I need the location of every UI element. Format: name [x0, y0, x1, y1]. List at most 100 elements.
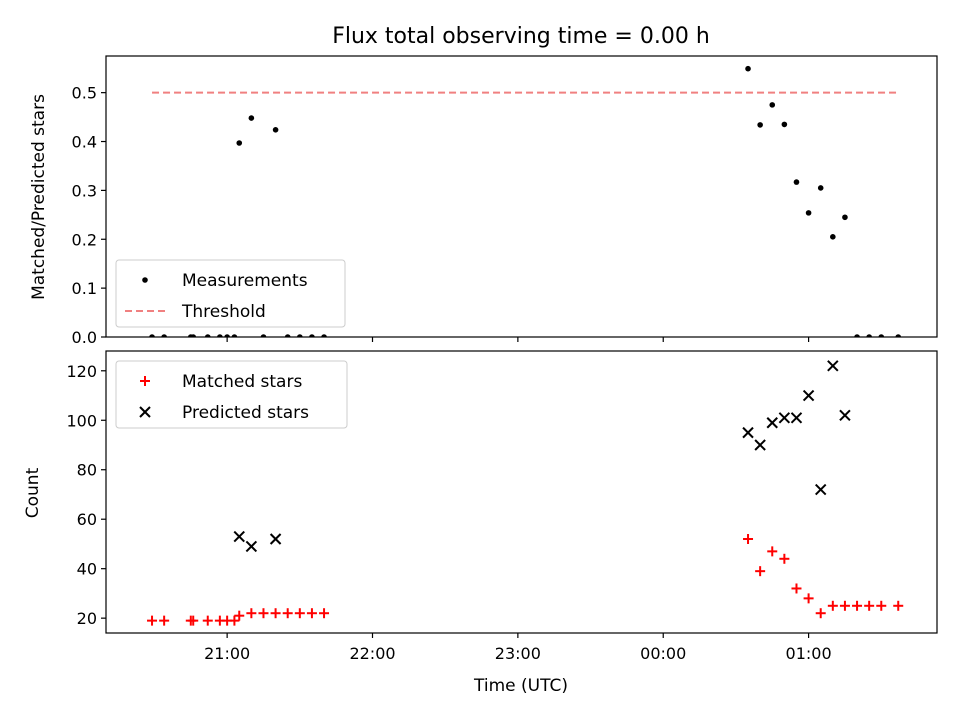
predicted-stars-point: [269, 533, 282, 545]
matched-stars-point: [234, 610, 245, 621]
matched-stars-point: [270, 608, 281, 619]
measurement-point: [817, 185, 824, 191]
bottom-legend: Matched stars Predicted stars: [115, 360, 348, 429]
predicted-stars-point: [827, 360, 839, 372]
matched-stars-point: [779, 553, 790, 564]
measurement-point: [204, 334, 211, 337]
y-tick-label: 0.2: [72, 230, 97, 249]
predicted-stars-point: [233, 530, 245, 543]
measurement-point: [260, 334, 267, 337]
y-tick-label: 20: [77, 609, 97, 628]
matched-stars-point: [258, 608, 269, 619]
measurement-point: [321, 334, 327, 337]
predicted-stars-point: [790, 412, 803, 424]
x-tick-label: 00:00: [640, 644, 686, 663]
top-y-axis-label: Matched/Predicted stars: [29, 94, 49, 300]
measurement-point: [248, 115, 255, 121]
predicted-stars-point: [742, 426, 754, 439]
plot-area: [147, 360, 904, 626]
series-1: [233, 360, 851, 553]
legend-label: Measurements: [182, 271, 308, 291]
matched-stars-point: [159, 615, 170, 626]
legend-marker: [140, 376, 150, 386]
measurement-point: [217, 334, 223, 337]
x-tick-label: 22:00: [349, 644, 395, 663]
matched-stars-point: [791, 583, 802, 594]
bottom-y-axis-label: Count: [23, 467, 43, 518]
measurement-point: [745, 65, 751, 72]
matched-stars-point: [864, 600, 875, 611]
measurement-point: [272, 126, 279, 133]
matched-stars-point: [282, 608, 293, 619]
bottom-axes: 20 40 60 80 100 120 21:00 22:00 23:00 00:00 01:00: [66, 350, 938, 663]
legend-label: Matched stars: [182, 372, 302, 392]
x-tick-label: 21:00: [204, 644, 250, 663]
measurement-point: [224, 334, 230, 337]
predicted-stars-point: [754, 439, 766, 451]
y-tick-label: 80: [77, 461, 97, 480]
measurement-point: [769, 102, 776, 108]
y-tick-label: 120: [66, 362, 97, 381]
predicted-stars-point: [778, 412, 791, 424]
matched-stars-point: [876, 600, 887, 611]
measurement-point: [190, 334, 197, 337]
matched-stars-point: [755, 566, 766, 577]
measurement-point: [309, 334, 315, 337]
axes-frame: [105, 350, 938, 634]
matched-stars-point: [222, 615, 233, 626]
matched-stars-point: [188, 615, 199, 626]
y-tick-label: 60: [77, 510, 97, 529]
y-tick-label: 0.0: [72, 328, 97, 347]
predicted-stars-point: [245, 540, 258, 553]
x-axis-label: Time (UTC): [473, 676, 568, 696]
measurement-point: [781, 121, 788, 128]
measurement-point: [757, 122, 763, 128]
measurement-point: [793, 179, 800, 185]
matched-stars-point: [743, 534, 754, 544]
measurement-point: [805, 210, 812, 216]
measurement-point: [878, 334, 885, 337]
y-tick-label: 40: [77, 560, 97, 579]
y-tick-label: 0.3: [72, 181, 97, 200]
legend-frame: [115, 360, 348, 429]
matched-stars-point: [294, 608, 305, 619]
matched-stars-point: [839, 600, 850, 611]
series-0: [147, 534, 904, 626]
legend-frame: [115, 259, 346, 328]
measurement-point: [284, 334, 291, 337]
matched-stars-point: [202, 615, 213, 626]
axes-frame: [105, 55, 938, 338]
matched-stars-point: [306, 608, 317, 619]
measurement-point: [895, 334, 902, 337]
matched-stars-point: [803, 593, 814, 604]
measurement-point: [830, 234, 836, 240]
predicted-stars-point: [815, 483, 827, 496]
matched-stars-point: [815, 608, 826, 619]
y-tick-label: 0.5: [72, 84, 97, 103]
top-legend: Measurements Threshold: [115, 259, 346, 328]
chart-title: Flux total observing time = 0.00 h: [332, 24, 710, 49]
measurement-point: [297, 334, 303, 337]
legend-label: Threshold: [181, 302, 266, 322]
measurement-point: [149, 334, 155, 337]
plot-area: [149, 65, 902, 337]
matched-stars-point: [852, 600, 863, 611]
measurement-point: [236, 140, 243, 146]
matched-stars-point: [319, 608, 330, 619]
y-tick-label: 0.4: [72, 133, 97, 152]
measurement-point: [161, 334, 167, 337]
measurement-point: [842, 214, 848, 221]
predicted-stars-point: [802, 389, 815, 402]
predicted-stars-point: [766, 417, 778, 429]
y-tick-label: 0.1: [72, 279, 97, 298]
matched-stars-point: [767, 546, 778, 557]
predicted-stars-point: [839, 409, 851, 422]
measurement-point: [854, 334, 860, 337]
matched-stars-point: [147, 615, 158, 626]
legend-marker: [139, 406, 151, 418]
x-tick-label: 01:00: [786, 644, 832, 663]
matched-stars-point: [827, 600, 838, 611]
top-axes: 0.0 0.1 0.2 0.3 0.4 0.5: [72, 55, 938, 347]
